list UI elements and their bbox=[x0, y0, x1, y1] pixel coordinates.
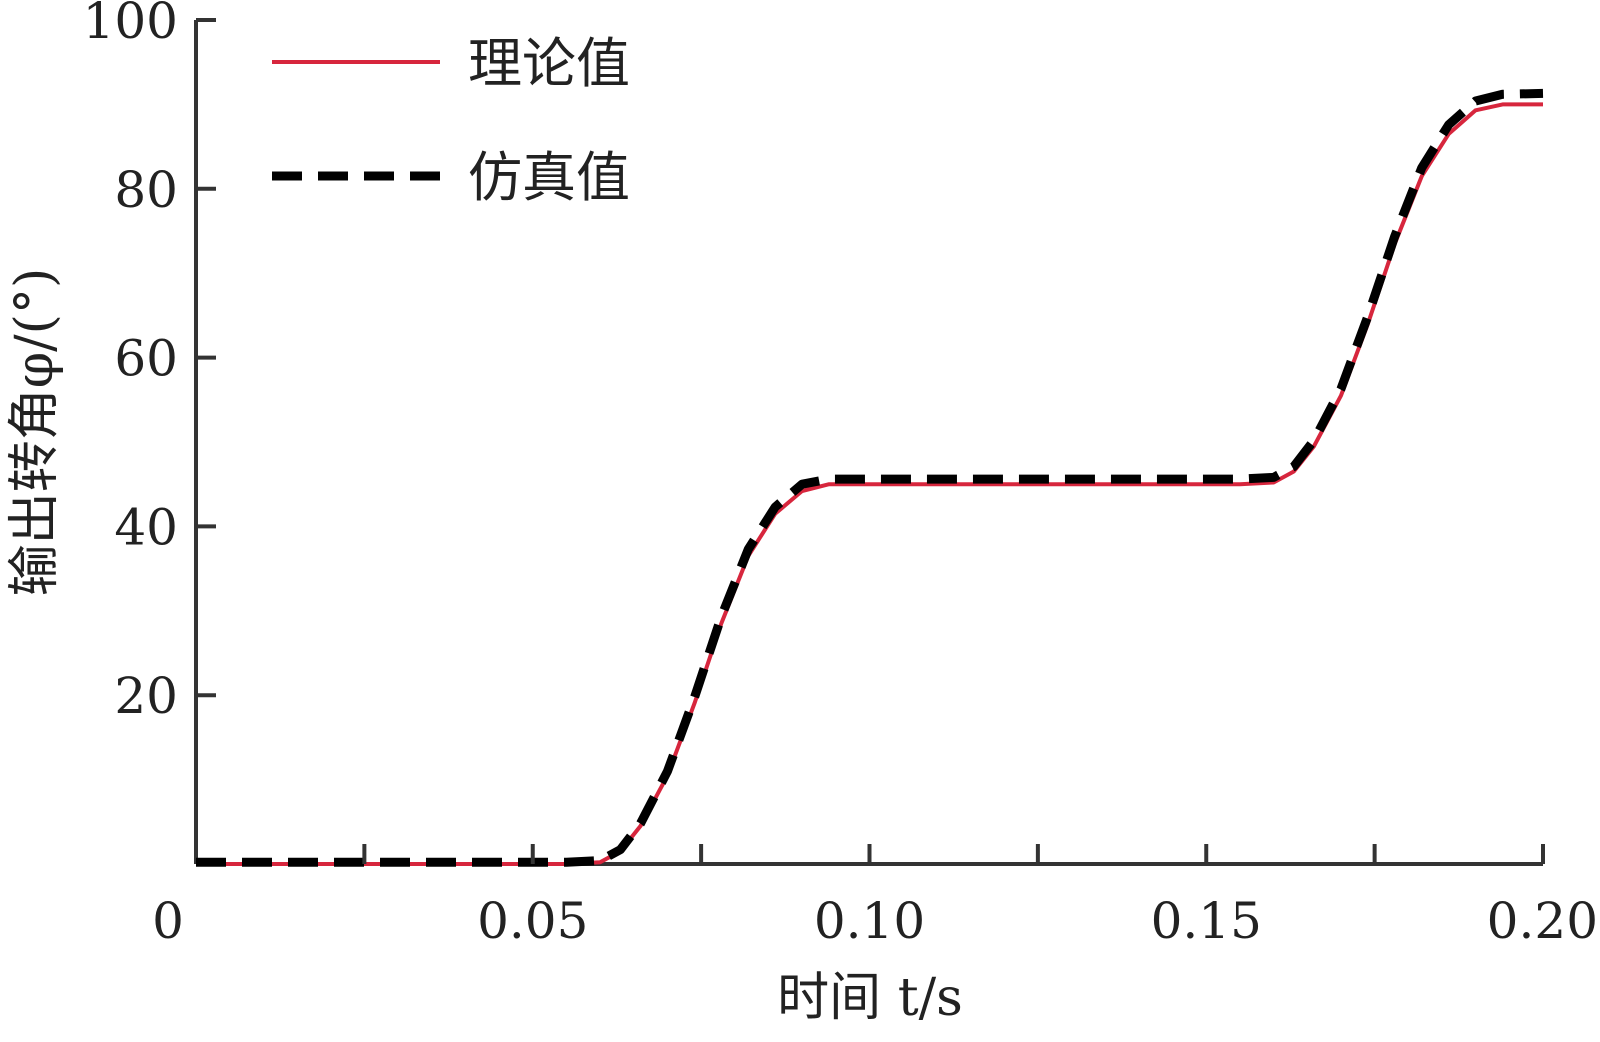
x-tick-label: 0.20 bbox=[1487, 892, 1598, 950]
x-tick-label: 0 bbox=[152, 892, 184, 950]
legend-label-simulation: 仿真值 bbox=[468, 146, 630, 209]
series-line-simulation bbox=[196, 88, 1544, 867]
axes bbox=[194, 20, 1543, 866]
y-tick-label: 80 bbox=[114, 161, 178, 219]
x-tick-label: 0.05 bbox=[477, 892, 588, 950]
series-line-theory bbox=[196, 102, 1543, 866]
x-tick-label: 0.15 bbox=[1151, 892, 1262, 950]
y-tick-label: 60 bbox=[114, 330, 178, 388]
x-axis-title: 时间 t/s bbox=[777, 968, 963, 1028]
legend-label-theory: 理论值 bbox=[468, 32, 630, 95]
y-axis-title: 输出转角φ/(°) bbox=[5, 268, 65, 597]
legend: 理论值 仿真值 bbox=[272, 32, 630, 209]
series-layer bbox=[196, 88, 1544, 867]
y-tick-label: 40 bbox=[114, 498, 178, 556]
y-tick-label: 20 bbox=[114, 667, 178, 725]
ticks-layer: 20 40 60 80 100 0 0.05 0.10 0.15 0.20 bbox=[83, 0, 1598, 950]
y-tick-label: 100 bbox=[83, 0, 178, 50]
x-tick-label: 0.10 bbox=[814, 892, 925, 950]
